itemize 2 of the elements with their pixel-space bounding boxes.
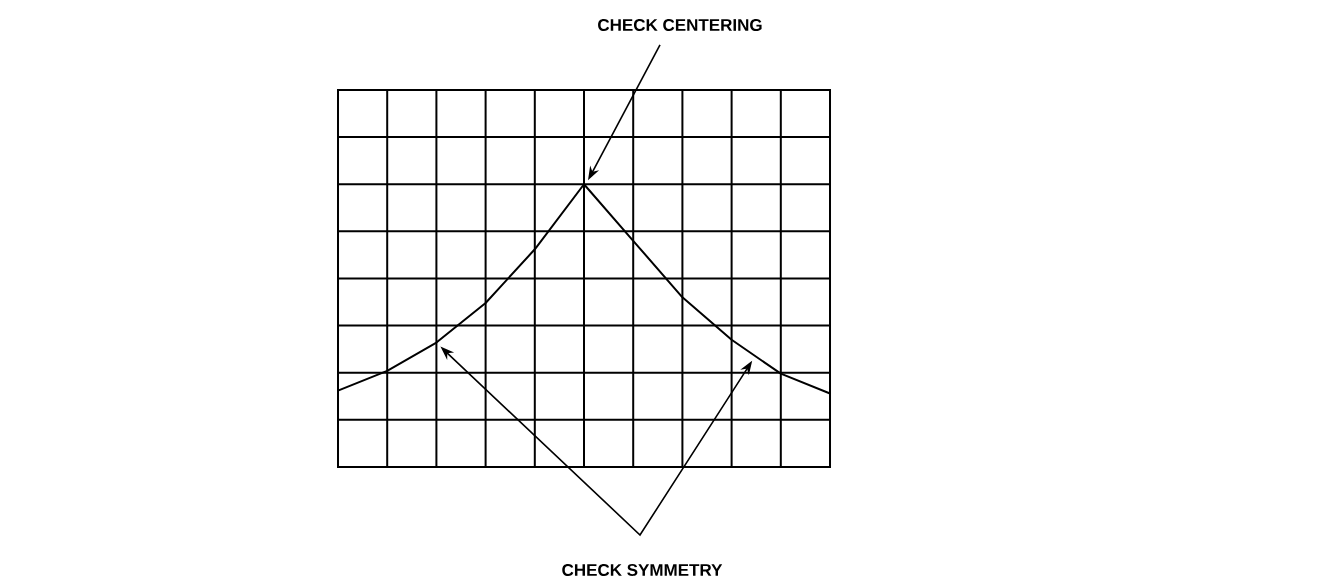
text: CHECK SYMMETRY bbox=[562, 564, 723, 577]
text: CHECK CENTERING bbox=[598, 18, 762, 31]
